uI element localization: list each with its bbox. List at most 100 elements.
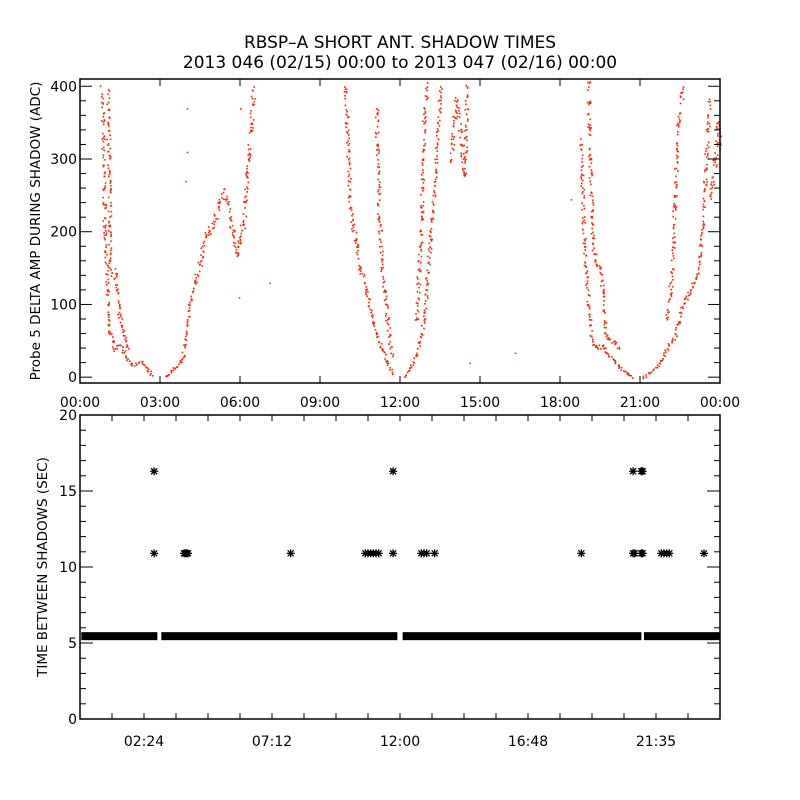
amplitude-point [674, 195, 677, 197]
amplitude-point [464, 162, 466, 164]
amplitude-point [426, 295, 429, 297]
amplitude-point [589, 124, 591, 126]
amplitude-point [586, 272, 588, 274]
amplitude-point [214, 220, 216, 223]
amplitude-point [417, 318, 420, 320]
amplitude-point [110, 202, 112, 204]
amplitude-point [194, 281, 196, 284]
amplitude-point [591, 195, 594, 197]
amplitude-point [210, 233, 212, 235]
amplitude-point [213, 220, 215, 223]
amplitude-point [587, 89, 589, 91]
amplitude-point [102, 220, 104, 222]
amplitude-point [345, 123, 347, 125]
amplitude-point [436, 142, 439, 144]
amplitude-point [426, 280, 429, 282]
amplitude-point [626, 371, 629, 374]
amplitude-point [416, 283, 418, 285]
amplitude-point [709, 108, 712, 110]
amplitude-point [436, 150, 438, 152]
amplitude-point [717, 141, 719, 144]
amplitude-point [102, 103, 104, 105]
amplitude-point [466, 86, 469, 88]
amplitude-point [691, 282, 693, 285]
amplitude-point [416, 317, 418, 319]
amplitude-point [673, 268, 675, 271]
amplitude-point [420, 178, 423, 181]
amplitude-point [716, 143, 718, 145]
amplitude-point [205, 234, 208, 236]
amplitude-point [427, 283, 430, 285]
amplitude-point [422, 201, 425, 203]
amplitude-point [422, 148, 425, 151]
amplitude-point [107, 144, 109, 147]
amplitude-point [348, 137, 350, 140]
amplitude-point [202, 257, 204, 259]
amplitude-point [431, 221, 433, 223]
amplitude-point [196, 274, 199, 276]
amplitude-point [109, 189, 112, 192]
amplitude-point [253, 86, 255, 88]
amplitude-point [358, 269, 360, 271]
amplitude-point [706, 167, 708, 170]
amplitude-point [107, 122, 109, 124]
amplitude-point [385, 360, 387, 362]
amplitude-point [437, 138, 440, 140]
amplitude-point [676, 142, 679, 144]
amplitude-point [660, 360, 662, 362]
amplitude-point [422, 169, 424, 171]
amplitude-point [380, 241, 382, 243]
amplitude-point [422, 120, 424, 122]
amplitude-point [226, 202, 229, 205]
interval-asterisk-point [374, 549, 383, 558]
amplitude-point [111, 346, 114, 348]
amplitude-point [587, 289, 590, 291]
amplitude-point [213, 226, 215, 229]
amplitude-point [618, 366, 621, 368]
amplitude-point [440, 99, 442, 102]
amplitude-point [102, 123, 105, 126]
amplitude-point [419, 261, 422, 264]
amplitude-point [464, 151, 467, 154]
amplitude-point [589, 294, 591, 297]
x-tick-label: 16:48 [508, 734, 548, 750]
amplitude-point [103, 149, 106, 152]
amplitude-point [381, 263, 384, 266]
amplitude-point [352, 213, 354, 215]
amplitude-point [186, 322, 189, 324]
amplitude-point [425, 120, 427, 123]
amplitude-point [674, 204, 677, 207]
amplitude-point [675, 147, 678, 150]
amplitude-point [591, 237, 594, 239]
amplitude-point [104, 182, 107, 184]
amplitude-point [377, 120, 380, 123]
amplitude-point [124, 335, 126, 337]
amplitude-point [424, 129, 427, 131]
amplitude-point [695, 278, 697, 280]
amplitude-point [589, 100, 591, 103]
amplitude-point [109, 253, 112, 256]
amplitude-point [240, 241, 242, 244]
amplitude-y-axis-label: Probe 5 DELTA AMP DURING SHADOW (ADC) [28, 82, 44, 381]
amplitude-point [183, 356, 185, 359]
amplitude-point [706, 144, 709, 147]
amplitude-point [104, 217, 106, 219]
amplitude-point [715, 166, 718, 168]
amplitude-point [101, 106, 103, 109]
amplitude-point [678, 311, 681, 314]
amplitude-point [204, 232, 207, 234]
amplitude-point [598, 344, 601, 347]
amplitude-point [422, 186, 424, 189]
amplitude-point [378, 232, 381, 235]
amplitude-point [352, 218, 354, 221]
amplitude-point [381, 350, 384, 352]
amplitude-point [248, 160, 251, 162]
amplitude-point [386, 360, 389, 362]
amplitude-point [715, 140, 717, 143]
amplitude-point [670, 271, 673, 273]
amplitude-point [685, 295, 688, 297]
amplitude-point [423, 107, 425, 109]
amplitude-point [416, 319, 418, 321]
amplitude-point [433, 181, 436, 183]
amplitude-point [580, 182, 583, 185]
